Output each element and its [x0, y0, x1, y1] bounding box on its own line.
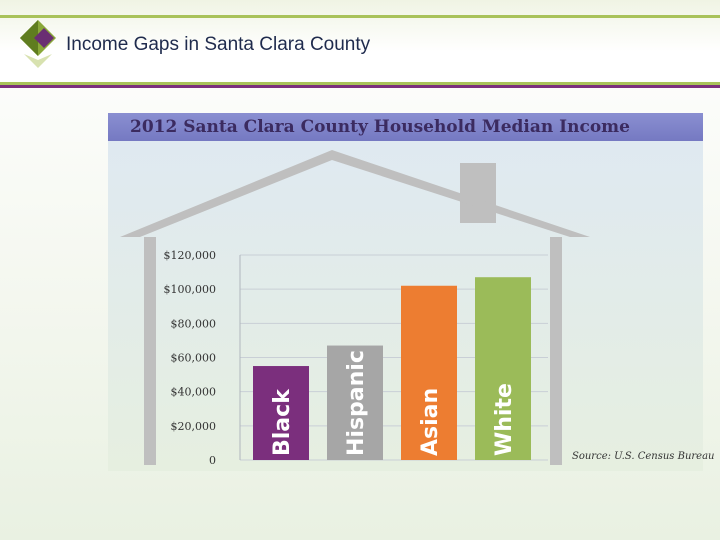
- page-title: Income Gaps in Santa Clara County: [66, 34, 371, 55]
- house-roof: [120, 150, 590, 237]
- bar-black: [253, 366, 309, 460]
- chart-title-banner: [108, 113, 703, 141]
- source-note: Source: U.S. Census Bureau: [572, 451, 715, 462]
- header-rule-green: [0, 82, 720, 85]
- header-rule-purple: [0, 85, 720, 88]
- logo-icon: [20, 20, 56, 68]
- bar-label-black: Black: [270, 388, 295, 456]
- header-rule-top: [0, 15, 720, 18]
- bar-label-white: White: [492, 383, 517, 456]
- y-tick-label: $40,000: [171, 386, 217, 399]
- house-illustration: [120, 150, 590, 465]
- bar-label-hispanic: Hispanic: [344, 350, 369, 456]
- bar-label-asian: Asian: [418, 388, 443, 456]
- house-wall-right: [550, 237, 562, 465]
- chart-y-ticks: 0 $20,000 $40,000 $60,000 $80,000 $100,000 $12…: [164, 249, 217, 467]
- chart-bars: Black Hispanic Asian White: [253, 277, 531, 460]
- bar-white: [475, 277, 531, 460]
- house-chimney: [460, 163, 496, 223]
- y-tick-label: $60,000: [171, 352, 217, 365]
- y-tick-label: $120,000: [164, 249, 217, 262]
- header-band: [0, 0, 720, 86]
- y-tick-label: $20,000: [171, 420, 217, 433]
- y-tick-label: $100,000: [164, 283, 217, 296]
- y-tick-label: 0: [209, 454, 216, 467]
- y-tick-label: $80,000: [171, 317, 217, 330]
- house-wall-left: [144, 237, 156, 465]
- bar-asian: [401, 285, 457, 460]
- chart-title: 2012 Santa Clara County Household Median…: [130, 117, 630, 137]
- bar-hispanic: [327, 345, 383, 460]
